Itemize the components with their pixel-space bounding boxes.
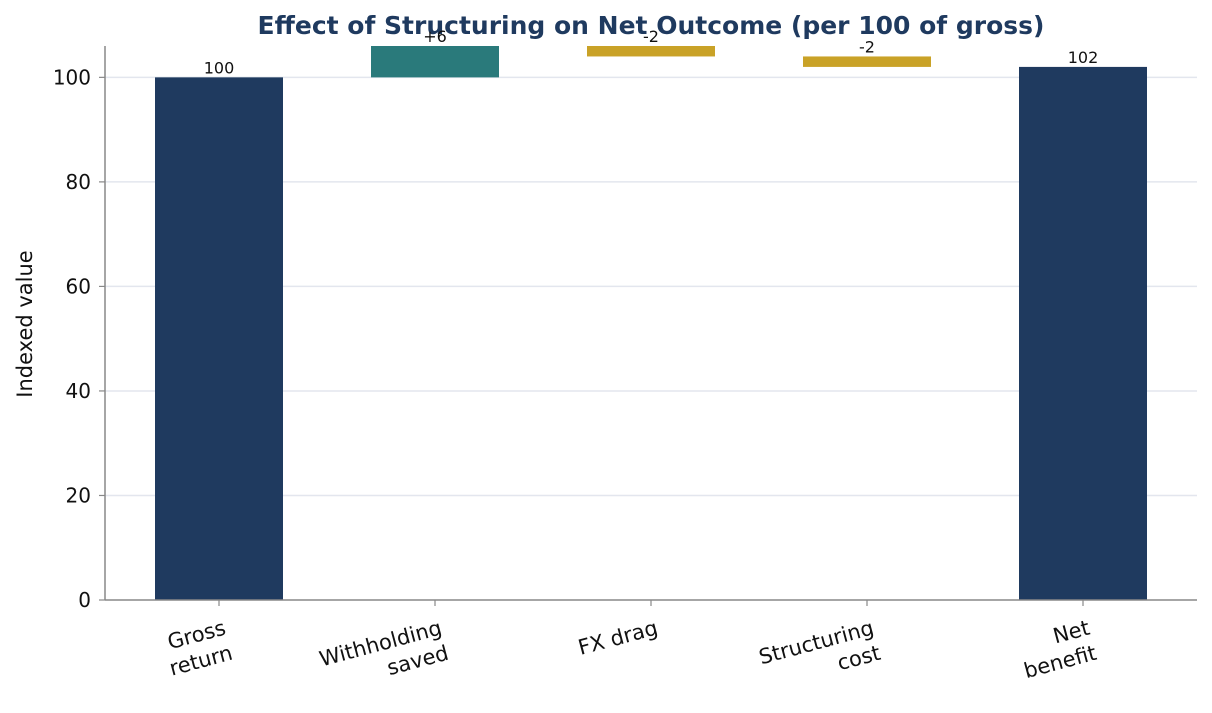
data-labels: 100 +6 -2 -2 102 <box>204 27 1099 77</box>
bar-decrease <box>587 46 715 57</box>
data-label: -2 <box>859 37 875 56</box>
data-label: -2 <box>643 27 659 46</box>
y-tick-label: 40 <box>66 379 91 403</box>
bar-total <box>1019 66 1147 601</box>
bar-increase <box>371 46 499 78</box>
y-axis-label: Indexed value <box>13 250 37 397</box>
x-tick-label: Structuringcost <box>756 616 883 695</box>
y-tick-labels: 0 20 40 60 80 100 <box>53 65 105 612</box>
y-tick-label: 60 <box>66 274 91 298</box>
grid-lines <box>105 76 1197 497</box>
y-tick-label: 0 <box>78 588 91 612</box>
data-label: 102 <box>1068 48 1099 67</box>
svg-text:Withholdingsaved: Withholdingsaved <box>317 616 451 697</box>
svg-text:FX drag: FX drag <box>576 616 661 660</box>
data-label: 100 <box>204 58 235 77</box>
chart-title: Effect of Structuring on Net Outcome (pe… <box>258 11 1045 40</box>
y-tick-label: 100 <box>53 65 91 89</box>
bars-group <box>155 46 1147 601</box>
svg-text:Structuringcost: Structuringcost <box>756 616 883 695</box>
y-tick-label: 20 <box>66 483 91 507</box>
svg-text:Grossreturn: Grossreturn <box>160 616 235 681</box>
svg-text:Netbenefit: Netbenefit <box>1015 616 1099 683</box>
x-tick-label: Netbenefit <box>1015 616 1099 683</box>
x-tick-label: Grossreturn <box>160 616 235 681</box>
x-tick-labels: Grossreturn Withholdingsaved FX drag Struct… <box>160 600 1099 697</box>
x-tick-label: Withholdingsaved <box>317 616 451 697</box>
data-label: +6 <box>423 27 447 46</box>
bar-total <box>155 77 283 600</box>
bar-decrease <box>803 56 931 67</box>
x-tick-label: FX drag <box>576 616 661 660</box>
y-tick-label: 80 <box>66 170 91 194</box>
